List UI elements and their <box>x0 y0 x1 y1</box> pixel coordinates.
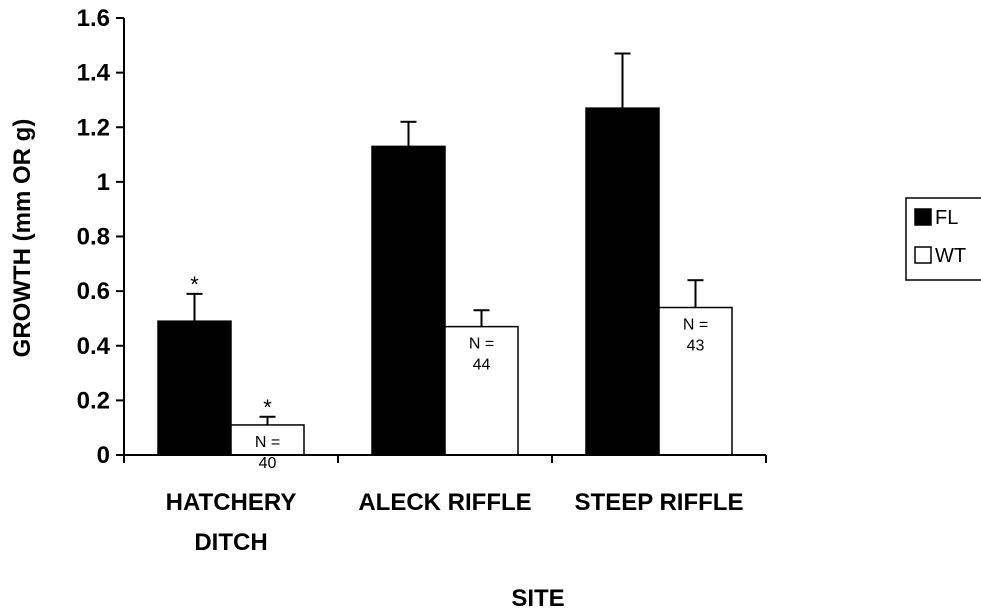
y-tick-label: 0 <box>97 442 110 469</box>
legend-swatch-fl <box>914 208 932 226</box>
sample-size-label: N = 40 <box>255 434 280 472</box>
bar-annotations: * * N = 40 N = 44 N = 43 <box>190 272 708 472</box>
legend-label-wt: WT <box>935 245 966 267</box>
bars <box>157 107 733 456</box>
significance-marker: * <box>263 395 272 420</box>
legend-label-fl: FL <box>935 207 958 229</box>
sample-size-label: N = 43 <box>683 317 708 355</box>
category-labels: HATCHERY DITCH ALECK RIFFLE STEEP RIFFLE <box>166 489 744 556</box>
y-axis-ticks: 0 0.2 0.4 0.6 0.8 1 1.2 1.4 1.6 <box>77 5 124 469</box>
y-tick-label: 0.4 <box>77 333 111 360</box>
legend-swatch-wt <box>914 246 932 264</box>
sample-size-label: N = 44 <box>469 336 494 374</box>
y-tick-label: 1.6 <box>77 5 110 32</box>
error-bars <box>186 52 704 425</box>
category-label: ALECK RIFFLE <box>358 489 531 516</box>
y-axis-title: GROWTH (mm OR g) <box>9 119 36 358</box>
x-axis-title: SITE <box>511 585 564 612</box>
bar-fl <box>585 107 660 456</box>
y-tick-label: 1.4 <box>77 60 111 87</box>
significance-marker: * <box>190 272 199 297</box>
bar-fl <box>157 320 232 456</box>
legend: FL WT <box>905 197 981 281</box>
y-tick-label: 0.8 <box>77 224 110 251</box>
bar-fl <box>371 145 446 456</box>
category-label: STEEP RIFFLE <box>575 489 744 516</box>
y-tick-label: 1 <box>97 169 110 196</box>
category-label: HATCHERY DITCH <box>166 489 297 556</box>
y-tick-label: 1.2 <box>77 114 110 141</box>
y-tick-label: 0.6 <box>77 278 110 305</box>
x-axis-ticks <box>123 455 767 463</box>
y-tick-label: 0.2 <box>77 387 110 414</box>
